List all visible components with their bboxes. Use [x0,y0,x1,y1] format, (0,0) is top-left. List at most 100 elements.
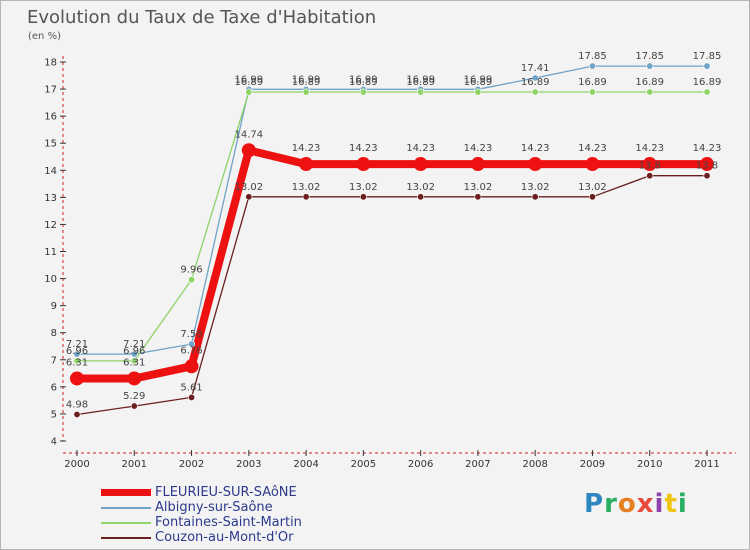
data-label: 6.96 [66,346,88,357]
data-point [703,62,711,70]
data-label: 13.8 [696,161,718,172]
data-label: 16.99 [349,74,378,85]
legend-swatch [101,489,151,496]
data-label: 17.85 [693,51,722,62]
series-line-2 [76,175,708,416]
legend-label: Fontaines-Saint-Martin [155,515,302,530]
legend-label: Albigny-sur-Saône [155,500,273,515]
data-label: 13.02 [578,182,607,193]
logo-letter: r [604,489,618,519]
x-tick-label: 2004 [293,459,318,470]
data-label: 6.31 [123,357,145,368]
x-tick-label: 2006 [408,459,433,470]
data-label: 16.99 [406,74,435,85]
legend-item: FLEURIEU-SUR-SAôNE [101,485,361,500]
data-label: 14.74 [234,129,263,140]
data-label: 16.89 [292,77,321,88]
data-point [127,371,142,386]
data-point [130,402,138,410]
data-point [531,88,539,96]
data-point [642,157,657,172]
data-label: 5.61 [180,382,202,393]
data-point [646,88,654,96]
y-tick-label: 8 [51,328,57,339]
y-tick-label: 10 [44,274,57,285]
data-point [700,157,714,172]
legend-swatch [101,537,151,539]
x-tick-label: 2005 [351,459,376,470]
data-point [184,359,199,374]
y-tick-label: 11 [44,247,57,258]
data-point [245,88,253,96]
y-tick-label: 5 [51,409,57,420]
y-tick-label: 15 [44,139,57,150]
data-point [703,88,711,96]
y-tick-label: 4 [51,437,57,448]
data-label: 14.23 [578,143,607,154]
data-label: 16.99 [464,74,493,85]
data-point [474,88,482,96]
data-label: 16.89 [578,77,607,88]
data-label: 17.85 [578,51,607,62]
data-label: 17.41 [521,63,550,74]
data-point [130,357,138,365]
x-tick-label: 2007 [465,459,490,470]
data-label: 13.02 [464,182,493,193]
data-label: 16.99 [292,74,321,85]
data-point [299,157,314,172]
logo-letter: i [654,489,665,519]
data-point [703,172,711,180]
data-label: 16.89 [693,77,722,88]
y-tick-label: 16 [44,112,57,123]
data-point [245,193,253,201]
x-tick-label: 2002 [179,459,204,470]
data-point [646,62,654,70]
x-tick-label: 2001 [122,459,147,470]
data-label: 13.02 [234,182,263,193]
series-line-1 [76,91,708,362]
y-tick-label: 9 [51,301,57,312]
data-point [356,157,371,172]
data-label: 6.96 [123,346,145,357]
logo-letter: t [664,489,678,519]
y-tick-label: 6 [51,382,57,393]
data-label: 4.98 [66,399,88,410]
chart-legend: FLEURIEU-SUR-SAôNE Albigny-sur-Saône Fonta… [101,485,361,545]
legend-label: FLEURIEU-SUR-SAôNE [155,485,297,500]
x-tick-label: 2003 [236,459,261,470]
legend-item: Couzon-au-Mont-d'Or [101,530,361,545]
data-label: 6.76 [180,345,202,356]
proxiti-logo: Proxiti [584,489,688,519]
data-label: 13.02 [406,182,435,193]
data-point [73,350,81,358]
logo-letter: x [636,489,655,519]
data-label: 16.89 [464,77,493,88]
data-point [359,193,367,201]
data-label: 9.96 [180,265,202,276]
x-tick-label: 2011 [694,459,719,470]
data-point [528,157,543,172]
y-tick-label: 13 [44,193,57,204]
logo-letter: i [677,489,688,519]
data-point [188,340,196,348]
legend-item: Fontaines-Saint-Martin [101,515,361,530]
data-label: 13.02 [521,182,550,193]
data-point [130,350,138,358]
data-point [588,62,596,70]
y-tick-label: 12 [44,220,57,231]
data-label: 16.89 [406,77,435,88]
data-point [302,88,310,96]
data-label: 13.8 [639,161,661,172]
chart-title: Evolution du Taux de Taxe d'Habitation [27,7,377,28]
data-label: 16.89 [635,77,664,88]
data-label: 14.23 [406,143,435,154]
data-point [588,88,596,96]
data-point [73,357,81,365]
data-point [241,143,256,158]
data-point [531,74,539,82]
series-line-3 [73,146,711,383]
data-label: 5.29 [123,391,145,402]
logo-letter: P [584,489,605,519]
